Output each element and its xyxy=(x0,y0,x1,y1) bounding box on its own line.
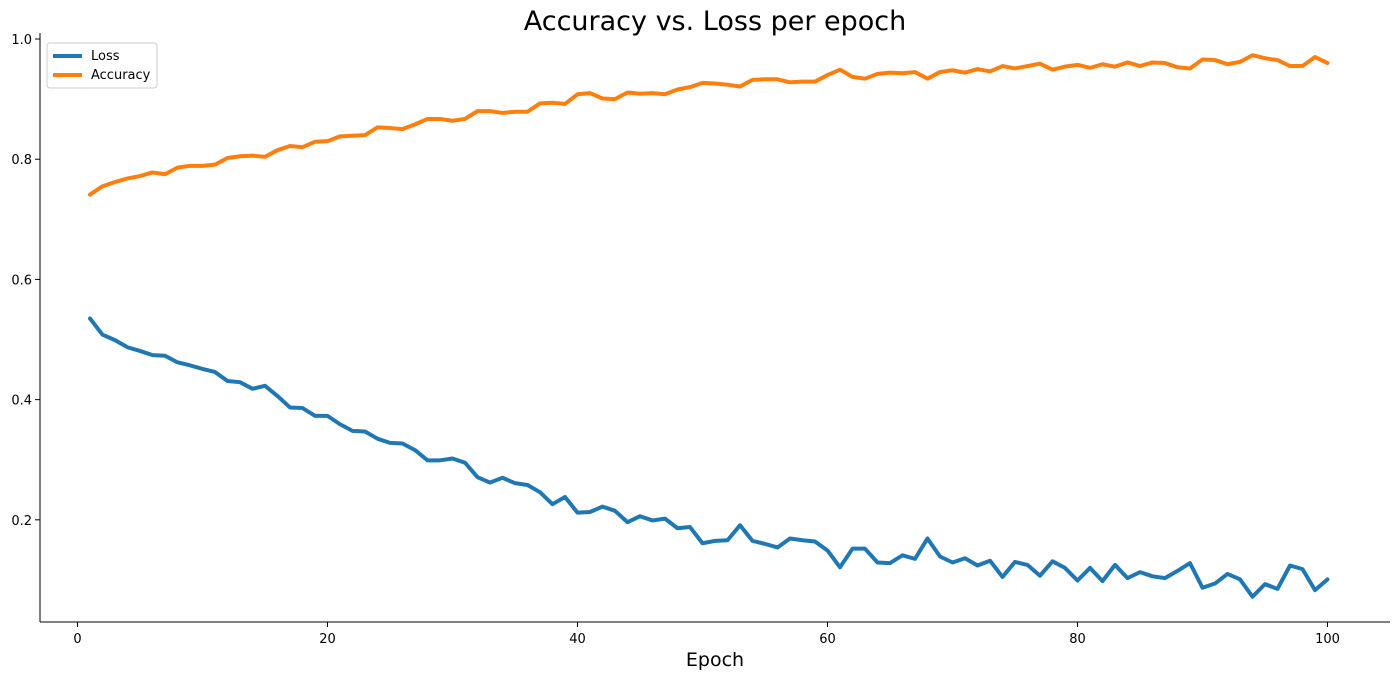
y-tick-label: 0.8 xyxy=(11,153,32,168)
y-tick-label: 0.2 xyxy=(11,514,32,529)
x-axis-label: Epoch xyxy=(686,649,744,671)
y-tick-label: 0.4 xyxy=(11,394,32,409)
x-tick-label: 20 xyxy=(319,632,336,647)
x-tick-label: 40 xyxy=(569,632,586,647)
series-layer xyxy=(88,53,1330,599)
x-tick-label: 80 xyxy=(1069,632,1086,647)
y-tick-label: 1.0 xyxy=(11,33,32,48)
series-line-accuracy xyxy=(88,53,1330,197)
x-tick-label: 0 xyxy=(73,632,81,647)
y-tick-label: 0.6 xyxy=(11,273,32,288)
legend-label-loss: Loss xyxy=(91,49,120,64)
legend: Loss Accuracy xyxy=(46,42,158,89)
chart-title: Accuracy vs. Loss per epoch xyxy=(524,6,907,37)
series-line-loss xyxy=(88,316,1330,599)
x-tick-label: 100 xyxy=(1315,632,1340,647)
x-tick-label: 60 xyxy=(819,632,836,647)
x-ticks: 0 20 40 60 80 100 xyxy=(73,622,1340,647)
legend-label-accuracy: Accuracy xyxy=(91,68,151,83)
y-ticks: 0.2 0.4 0.6 0.8 1.0 xyxy=(11,33,40,529)
